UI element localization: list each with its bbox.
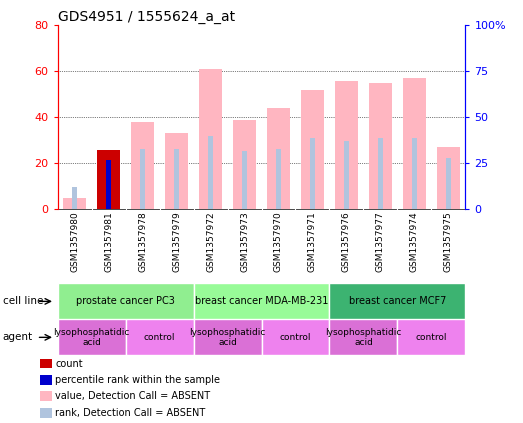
Bar: [140, 148, 145, 209]
Text: GSM1357970: GSM1357970: [274, 212, 283, 272]
Text: breast cancer MCF7: breast cancer MCF7: [349, 297, 446, 306]
Bar: [40, 375, 52, 385]
Bar: [97, 150, 120, 209]
Text: GSM1357981: GSM1357981: [104, 212, 113, 272]
Text: GSM1357972: GSM1357972: [206, 212, 215, 272]
Text: GSM1357974: GSM1357974: [410, 212, 419, 272]
Text: GSM1357975: GSM1357975: [444, 212, 453, 272]
Bar: [437, 147, 460, 209]
Text: GDS4951 / 1555624_a_at: GDS4951 / 1555624_a_at: [58, 10, 235, 25]
Bar: [233, 120, 256, 209]
Text: GSM1357973: GSM1357973: [240, 212, 249, 272]
Text: count: count: [55, 359, 83, 368]
Bar: [63, 198, 86, 209]
Text: control: control: [144, 333, 175, 342]
Bar: [310, 137, 315, 209]
Bar: [194, 319, 262, 355]
Text: lysophosphatidic
acid: lysophosphatidic acid: [325, 328, 402, 347]
Text: rank, Detection Call = ABSENT: rank, Detection Call = ABSENT: [55, 408, 206, 418]
Bar: [208, 136, 213, 209]
Bar: [378, 137, 383, 209]
Bar: [329, 283, 465, 319]
Text: value, Detection Call = ABSENT: value, Detection Call = ABSENT: [55, 391, 210, 401]
Bar: [106, 160, 111, 209]
Text: agent: agent: [3, 332, 33, 342]
Bar: [126, 319, 194, 355]
Bar: [267, 108, 290, 209]
Text: GSM1357979: GSM1357979: [172, 212, 181, 272]
Bar: [58, 283, 194, 319]
Bar: [72, 187, 77, 209]
Bar: [242, 151, 247, 209]
Text: GSM1357978: GSM1357978: [138, 212, 147, 272]
Bar: [446, 158, 451, 209]
Bar: [174, 148, 179, 209]
Bar: [369, 83, 392, 209]
Text: lysophosphatidic
acid: lysophosphatidic acid: [53, 328, 130, 347]
Bar: [40, 391, 52, 401]
Bar: [276, 148, 281, 209]
Bar: [412, 137, 417, 209]
Bar: [262, 319, 329, 355]
Bar: [40, 359, 52, 368]
Text: percentile rank within the sample: percentile rank within the sample: [55, 375, 220, 385]
Bar: [40, 408, 52, 418]
Bar: [58, 319, 126, 355]
Text: GSM1357976: GSM1357976: [342, 212, 351, 272]
Bar: [301, 90, 324, 209]
Bar: [199, 69, 222, 209]
Bar: [165, 134, 188, 209]
Bar: [329, 319, 397, 355]
Bar: [344, 141, 349, 209]
Bar: [131, 122, 154, 209]
Text: lysophosphatidic
acid: lysophosphatidic acid: [189, 328, 266, 347]
Text: prostate cancer PC3: prostate cancer PC3: [76, 297, 175, 306]
Text: cell line: cell line: [3, 297, 43, 306]
Bar: [403, 78, 426, 209]
Bar: [194, 283, 329, 319]
Text: breast cancer MDA-MB-231: breast cancer MDA-MB-231: [195, 297, 328, 306]
Text: GSM1357971: GSM1357971: [308, 212, 317, 272]
Text: control: control: [416, 333, 447, 342]
Bar: [335, 81, 358, 209]
Text: GSM1357977: GSM1357977: [376, 212, 385, 272]
Text: control: control: [280, 333, 311, 342]
Text: GSM1357980: GSM1357980: [70, 212, 79, 272]
Bar: [397, 319, 465, 355]
